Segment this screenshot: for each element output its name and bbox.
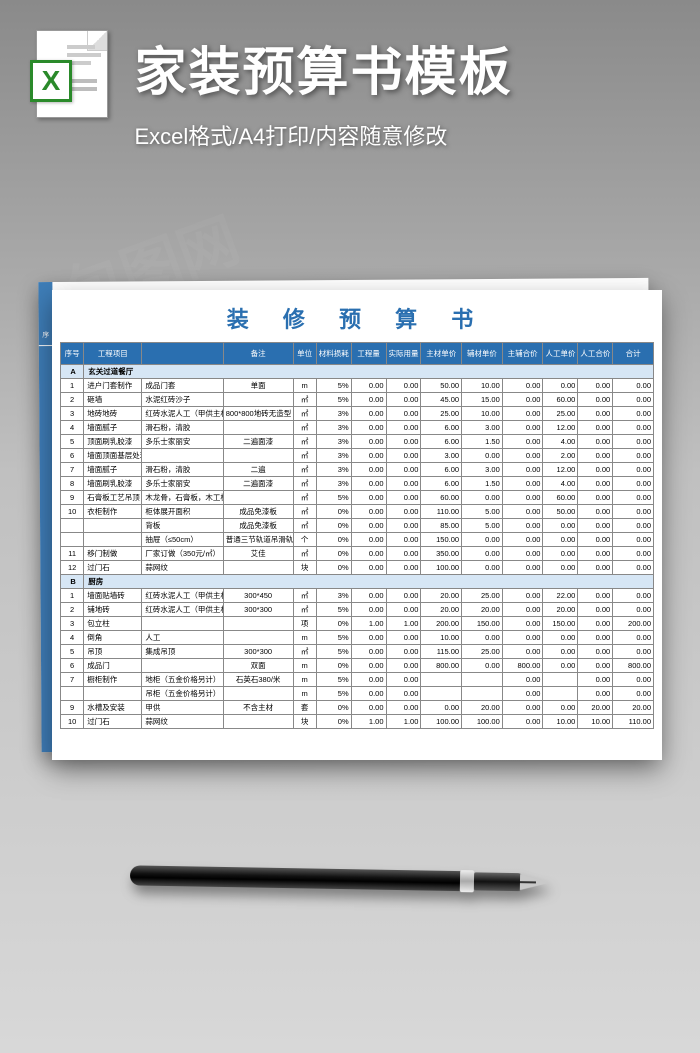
table-row: 10过门石蒜网纹块0%1.001.00100.00100.000.0010.00… [61, 715, 654, 729]
table-row: 8墙面刷乳胶漆多乐士家丽安二遍面漆㎡3%0.000.006.001.500.00… [61, 477, 654, 491]
main-title: 家装预算书模板 [134, 30, 512, 105]
table-row: 抽屉（≤50cm）普通三节轨道吊滑轨价格另计个0%0.000.00150.000… [61, 533, 654, 547]
col-header: 主辅合价 [502, 343, 543, 365]
header: X 家装预算书模板 Excel格式/A4打印/内容随意修改 [0, 0, 700, 171]
table-row: 10衣柜制作柜体展开面积成品免漆板㎡0%0.000.00110.005.000.… [61, 505, 654, 519]
col-header: 主材单价 [421, 343, 462, 365]
table-row: 5顶面刷乳胶漆多乐士家丽安二遍面漆㎡3%0.000.006.001.500.00… [61, 435, 654, 449]
table-row: 5吊顶集成吊顶300*300㎡5%0.000.00115.0025.000.00… [61, 645, 654, 659]
col-header: 单位 [293, 343, 316, 365]
sub-title: Excel格式/A4打印/内容随意修改 [134, 119, 512, 151]
col-header: 辅材单价 [462, 343, 503, 365]
table-row: 3包立柱项0%1.001.00200.00150.000.00150.000.0… [61, 617, 654, 631]
table-row: 9水槽及安装甲供不含主材套0%0.000.000.0020.000.000.00… [61, 701, 654, 715]
table-row: 11移门制做厂家订做（350元/㎡）艾佳㎡0%0.000.00350.000.0… [61, 547, 654, 561]
table-row: 7橱柜制作地柜（五金价格另计）石英石380/米m5%0.000.000.000.… [61, 673, 654, 687]
table-row: 2铺地砖红砖水泥人工（甲供主材）300*300㎡5%0.000.0020.002… [61, 603, 654, 617]
col-header: 人工合价 [578, 343, 613, 365]
section-row: A玄关过道餐厅 [61, 365, 654, 379]
col-header: 序号 [61, 343, 84, 365]
table-row: 1墙面贴墙砖红砖水泥人工（甲供主材）300*450㎡3%0.000.0020.0… [61, 589, 654, 603]
table-row: 2砸墙水泥红砖沙子㎡5%0.000.0045.0015.000.0060.000… [61, 393, 654, 407]
col-header [142, 343, 223, 365]
document-preview: 序 装 修 预 算 书 序号工程项目备注单位材料损耗工程量实际用量主材单价辅材单… [40, 280, 660, 760]
table-row: 6墙面顶面基层处理㎡3%0.000.003.000.000.002.000.00… [61, 449, 654, 463]
col-header: 工程项目 [84, 343, 142, 365]
table-header: 序号工程项目 备注单位材料损耗工程量实际用量主材单价辅材单价主辅合价人工单价人工合… [61, 343, 654, 365]
col-header: 材料损耗 [316, 343, 351, 365]
table-row: 吊柜（五金价格另计）m5%0.000.000.000.000.00 [61, 687, 654, 701]
col-header: 合计 [613, 343, 654, 365]
col-header: 工程量 [351, 343, 386, 365]
budget-table: 序号工程项目 备注单位材料损耗工程量实际用量主材单价辅材单价主辅合价人工单价人工合… [60, 342, 654, 729]
col-header: 实际用量 [386, 343, 421, 365]
table-row: 4倒角人工m5%0.000.0010.000.000.000.000.000.0… [61, 631, 654, 645]
table-row: 3地砖地砖红砖水泥人工（甲供主材）800*800地砖无造型㎡3%0.000.00… [61, 407, 654, 421]
doc-title: 装 修 预 算 书 [60, 302, 654, 334]
table-row: 12过门石蒜网纹块0%0.000.00100.000.000.000.000.0… [61, 561, 654, 575]
table-row: 6成品门双面m0%0.000.00800.000.00800.000.000.0… [61, 659, 654, 673]
section-row: B厨房 [61, 575, 654, 589]
excel-icon: X [30, 30, 120, 120]
table-row: 1进户门套制作成品门套单面m5%0.000.0050.0010.000.000.… [61, 379, 654, 393]
pen-graphic [130, 861, 550, 896]
table-row: 7墙面腻子滑石粉，清胶二遍㎡3%0.000.006.003.000.0012.0… [61, 463, 654, 477]
table-row: 9石膏板工艺吊顶木龙骨，石膏板，木工板㎡5%0.000.0060.000.000… [61, 491, 654, 505]
table-row: 4墙面腻子滑石粉，清胶㎡3%0.000.006.003.000.0012.000… [61, 421, 654, 435]
col-header: 人工单价 [543, 343, 578, 365]
table-row: 背板成品免漆板㎡0%0.000.0085.005.000.000.000.000… [61, 519, 654, 533]
col-header: 备注 [223, 343, 293, 365]
